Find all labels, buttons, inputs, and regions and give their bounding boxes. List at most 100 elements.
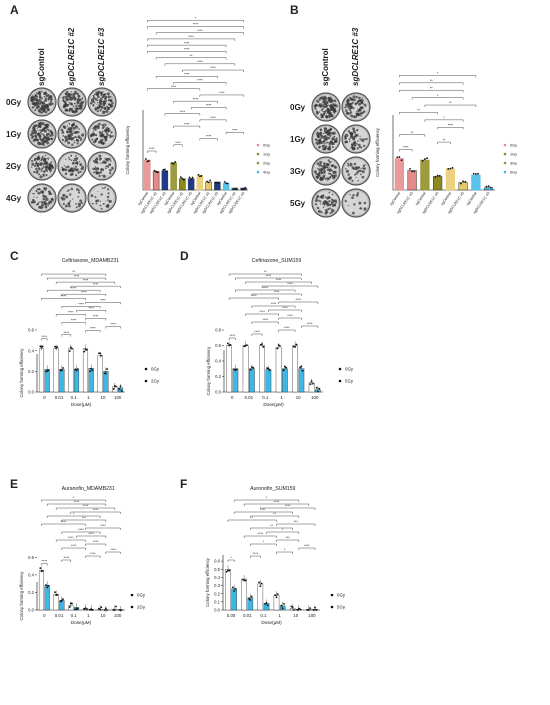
significance-bracket-F-10: *: [227, 516, 277, 522]
point-F-0Gy-3-2: [276, 593, 279, 596]
x-tick-label-D-0: 0: [231, 395, 234, 400]
significance-bracket-D-2: ****: [278, 326, 296, 332]
point-C-2Gy-4-1: [104, 372, 107, 375]
y-tick-label-F-2: 0.2: [214, 591, 220, 596]
point-F-5Gy-1-0: [248, 597, 250, 600]
x-tick-label-E-2: 0.1: [71, 613, 78, 618]
bar-D-0Gy-0: [226, 345, 232, 393]
y-tick-label-F-4: 0.4: [214, 575, 220, 580]
legend-label-B-3: 5Gy: [510, 170, 517, 174]
col-label-a-0: sgControl: [37, 48, 46, 86]
significance-label-F-3: ****: [304, 544, 310, 548]
significance-label-B-9: **: [430, 79, 433, 83]
significance-label-A-3: ****: [232, 129, 238, 133]
significance-label-E-4: ****: [71, 544, 77, 548]
bar-E-0Gy-1: [53, 594, 59, 611]
significance-bracket-F-15: *: [233, 496, 300, 502]
legend-label-A-3: 4Gy: [263, 170, 270, 174]
significance-bracket-D-7: ****: [268, 306, 302, 312]
significance-label-E-16: *: [73, 496, 75, 500]
significance-label-E-9: ****: [100, 524, 106, 528]
point-F-5Gy-5-0: [312, 609, 315, 611]
point-C-0Gy-0-2: [41, 345, 44, 348]
point-F-5Gy-1-1: [249, 599, 252, 601]
significance-bracket-E-2: ****: [85, 552, 101, 558]
legend-marker-F-1: [330, 605, 334, 609]
significance-bracket-E-9: ****: [85, 524, 121, 530]
colony-dish-b-2-0: [311, 156, 341, 186]
point-C-0Gy-1-2: [56, 345, 59, 348]
significance-bracket-A-11: ****: [173, 79, 227, 85]
bar-F-0Gy-1: [241, 578, 247, 611]
significance-label-F-13: ****: [285, 504, 291, 508]
y-tick-label-D-1: 0.2: [215, 374, 221, 379]
chart-title-C: Ceftriaxone_MDAMB231: [62, 258, 119, 264]
col-label-a-1: sgDCLRE1C #2: [67, 27, 76, 86]
point-E-2Gy-1-1: [60, 599, 63, 602]
significance-bracket-D-12: ****: [235, 286, 296, 292]
significance-bracket-C-5: ****: [85, 315, 107, 321]
x-tick-label-F-2: 0.1: [260, 613, 267, 618]
chart-F: Auronofin_SUM159 0.0 0.1 0.2 0.3 0.4 0.5 0.6 Col…: [205, 486, 346, 625]
y-tick-label-C-0: 0.0: [28, 390, 34, 395]
point-F-5Gy-4-1: [297, 607, 300, 610]
bar-D-0Gy-4: [292, 345, 298, 393]
point-B-1-0: [409, 167, 411, 170]
point-E-2Gy-2-2: [76, 607, 79, 610]
significance-bracket-A-4: ****: [173, 122, 201, 129]
x-tick-label-C-0: 0: [43, 395, 46, 400]
point-C-2Gy-1-2: [62, 367, 64, 369]
significance-label-A-21: *: [195, 16, 197, 20]
significance-bracket-F-0: *: [227, 556, 235, 562]
point-E-0Gy-2-0: [68, 606, 71, 608]
point-D-5Gy-0-1: [234, 369, 237, 372]
chart-E: Auranofin_MDAMB231 0.0 0.2 0.4 0.6 Colony for…: [19, 486, 146, 625]
significance-label-E-14: ****: [83, 504, 89, 508]
point-D-5Gy-1-1: [250, 366, 253, 368]
point-F-0Gy-5-1: [307, 609, 310, 611]
point-D-0Gy-1-2: [246, 344, 248, 346]
panel-letter-e: E: [10, 477, 18, 491]
row-label-a-1: 1Gy: [6, 130, 22, 139]
point-B-6-1: [474, 173, 477, 175]
bar-F-5Gy-0: [231, 588, 237, 611]
significance-bracket-D-9: ****: [278, 298, 319, 304]
point-B-1-2: [413, 170, 416, 173]
chart-title-F: Auronofin_SUM159: [250, 486, 295, 492]
x-tick-label-F-3: 1: [278, 613, 281, 618]
significance-label-E-6: ****: [68, 536, 74, 540]
row-label-b-1: 1Gy: [290, 135, 306, 144]
significance-label-A-7: ****: [206, 104, 212, 108]
point-C-0Gy-1-1: [55, 347, 58, 349]
bar-C-0Gy-1: [53, 348, 59, 393]
point-F-5Gy-3-2: [283, 603, 285, 605]
significance-label-C-15: ****: [74, 274, 80, 278]
significance-bracket-E-12: *: [46, 512, 101, 518]
point-D-0Gy-3-1: [277, 344, 280, 346]
colony-dish-a-1-1: [57, 119, 87, 149]
significance-bracket-D-3: ****: [301, 322, 319, 328]
point-B-4-2: [451, 167, 454, 169]
bar-D-5Gy-0: [232, 368, 239, 393]
legend-marker-E-0: [130, 593, 134, 597]
point-F-0Gy-3-0: [274, 594, 277, 597]
significance-bracket-A-16: ****: [147, 48, 227, 54]
significance-label-B-1: **: [443, 138, 446, 142]
significance-label-F-8: **: [270, 524, 273, 528]
significance-bracket-A-3: ****: [225, 129, 244, 135]
bar-F-0Gy-2: [257, 583, 264, 611]
y-tick-label-D-0: 0.0: [215, 390, 221, 395]
point-F-5Gy-0-0: [231, 586, 234, 589]
significance-bracket-C-14: ****: [55, 278, 116, 285]
point-F-5Gy-0-2: [234, 587, 237, 590]
point-D-0Gy-5-1: [310, 380, 313, 383]
x-tick-label-F-4: 10: [293, 613, 298, 618]
x-tick-label-B-2: sgControl: [415, 191, 427, 206]
bar-F-0Gy-0: [225, 569, 231, 611]
significance-bracket-E-6: ****: [55, 536, 86, 542]
significance-bracket-A-6: ****: [164, 110, 201, 116]
colony-dish-b-2-1: [341, 156, 371, 186]
point-B-3-1: [436, 174, 439, 177]
significance-bracket-C-3: ****: [105, 323, 121, 329]
y-tick-label-C-2: 0.4: [28, 348, 34, 353]
